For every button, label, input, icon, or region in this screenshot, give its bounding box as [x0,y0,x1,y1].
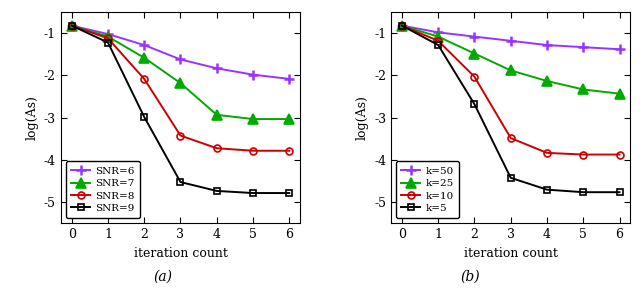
Line: SNR=8: SNR=8 [68,22,292,154]
SNR=6 [140,43,148,47]
k=10 [435,39,442,43]
k=25 [435,35,442,38]
Line: SNR=6: SNR=6 [67,21,294,84]
Line: k=5: k=5 [399,22,623,196]
k=50 [435,31,442,34]
SNR=6 [68,24,76,27]
k=50 [543,43,551,47]
SNR=7 [213,113,221,117]
Line: SNR=9: SNR=9 [68,22,292,197]
k=25 [543,79,551,83]
k=25 [507,69,515,72]
SNR=9 [177,180,184,184]
SNR=6 [249,73,257,76]
X-axis label: iteration count: iteration count [134,247,227,260]
k=5 [616,190,623,194]
Legend: SNR=6, SNR=7, SNR=8, SNR=9: SNR=6, SNR=7, SNR=8, SNR=9 [66,161,140,218]
SNR=6 [285,77,293,81]
SNR=8 [285,149,293,153]
SNR=9 [68,24,76,27]
k=50 [616,47,623,51]
SNR=6 [177,58,184,61]
SNR=9 [285,191,293,195]
k=25 [579,88,587,91]
SNR=9 [140,115,148,119]
SNR=7 [140,56,148,59]
k=50 [507,39,515,43]
Line: k=50: k=50 [397,21,625,54]
k=50 [398,24,406,27]
k=10 [470,75,478,79]
k=10 [616,153,623,156]
SNR=8 [213,146,221,150]
Legend: k=50, k=25, k=10, k=5: k=50, k=25, k=10, k=5 [396,161,459,218]
Y-axis label: log(As): log(As) [25,95,38,140]
SNR=8 [177,134,184,137]
SNR=8 [68,24,76,27]
SNR=7 [177,81,184,85]
k=5 [579,190,587,194]
k=25 [616,92,623,95]
SNR=7 [68,24,76,27]
k=5 [398,24,406,27]
SNR=8 [104,37,112,40]
k=5 [543,188,551,191]
SNR=8 [249,149,257,153]
X-axis label: iteration count: iteration count [464,247,557,260]
SNR=9 [104,41,112,44]
k=50 [470,35,478,38]
SNR=8 [140,77,148,81]
SNR=9 [213,189,221,193]
Text: (b): (b) [461,270,480,284]
k=10 [398,24,406,27]
SNR=7 [285,117,293,121]
Line: k=25: k=25 [397,21,625,98]
k=10 [579,153,587,156]
SNR=7 [249,117,257,121]
Y-axis label: log(As): log(As) [356,95,369,140]
k=5 [507,176,515,180]
SNR=7 [104,35,112,38]
Line: k=10: k=10 [399,22,623,158]
k=10 [543,151,551,155]
Line: SNR=7: SNR=7 [67,21,294,124]
k=50 [579,45,587,49]
SNR=6 [104,32,112,36]
SNR=6 [213,66,221,70]
k=5 [470,102,478,106]
k=10 [507,136,515,140]
k=25 [470,52,478,55]
k=25 [398,24,406,27]
k=5 [435,43,442,47]
Text: (a): (a) [154,270,173,284]
SNR=9 [249,191,257,195]
